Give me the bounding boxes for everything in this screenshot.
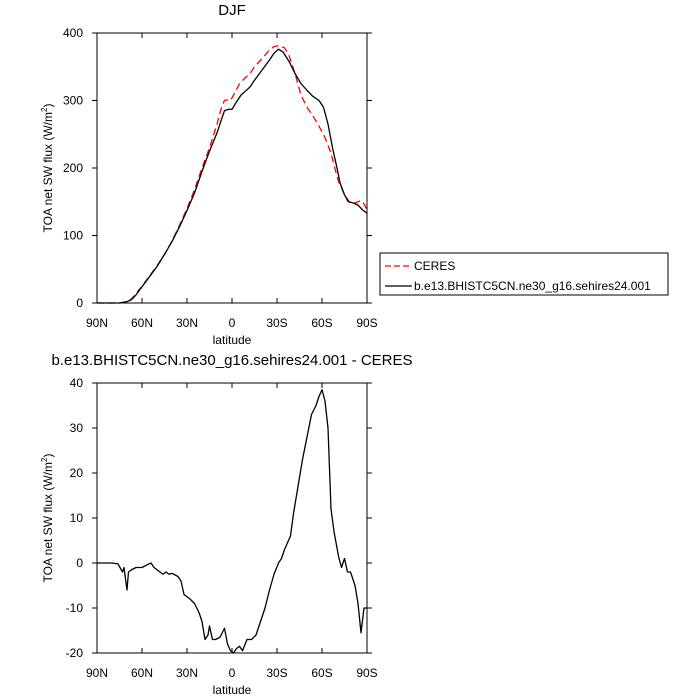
chart-title: DJF bbox=[218, 2, 246, 19]
y-tick-label: 200 bbox=[63, 161, 83, 175]
x-tick-label: 90N bbox=[86, 316, 108, 330]
y-axis-title-close: ) bbox=[41, 454, 55, 458]
legend-label: b.e13.BHISTC5CN.ne30_g16.sehires24.001 bbox=[414, 279, 651, 293]
legend: CERES b.e13.BHISTC5CN.ne30_g16.sehires24.… bbox=[379, 252, 669, 296]
y-tick-label: 0 bbox=[76, 556, 83, 570]
x-tick-label: 60N bbox=[131, 316, 153, 330]
plot-frame bbox=[96, 32, 368, 304]
y-axis-title: TOA net SW flux (W/m2) bbox=[40, 104, 55, 233]
y-axis-title-text: TOA net SW flux (W/m bbox=[41, 112, 55, 232]
y-axis-title-text: TOA net SW flux (W/m bbox=[41, 462, 55, 582]
y-tick-label: 0 bbox=[76, 296, 83, 310]
y-axis-title: TOA net SW flux (W/m2) bbox=[40, 454, 55, 583]
series-line-ceres bbox=[97, 45, 368, 304]
top-panel: DJF 90N 60N 30N 0 30S 60S 90S 0 100 200 300 400 latit… bbox=[40, 2, 669, 347]
y-tick-label: 400 bbox=[63, 26, 83, 40]
x-tick-label: 60S bbox=[311, 316, 332, 330]
series-line-difference bbox=[97, 389, 367, 654]
x-tick-label: 30S bbox=[266, 316, 287, 330]
y-tick-label: 20 bbox=[70, 466, 84, 480]
y-tick-label: 10 bbox=[70, 511, 84, 525]
chart-title: b.e13.BHISTC5CN.ne30_g16.sehires24.001 -… bbox=[51, 352, 412, 369]
x-tick-label: 60N bbox=[131, 666, 153, 680]
x-tick-label: 30S bbox=[266, 666, 287, 680]
x-tick-label: 60S bbox=[311, 666, 332, 680]
legend-box bbox=[379, 252, 669, 296]
x-tick-label: 90S bbox=[356, 316, 377, 330]
y-tick-label: 40 bbox=[70, 376, 84, 390]
y-axis-title-superscript: 2 bbox=[40, 107, 49, 112]
y-tick-label: -10 bbox=[66, 601, 84, 615]
y-tick-label: -20 bbox=[66, 646, 84, 660]
legend-label: CERES bbox=[414, 259, 455, 273]
x-tick-label: 0 bbox=[229, 316, 236, 330]
x-tick-label: 30N bbox=[176, 316, 198, 330]
y-tick-label: 100 bbox=[63, 229, 83, 243]
x-tick-label: 0 bbox=[229, 666, 236, 680]
y-tick-label: 30 bbox=[70, 421, 84, 435]
plot-frame bbox=[96, 382, 368, 654]
x-axis-title: latitude bbox=[213, 683, 252, 697]
y-axis-title-close: ) bbox=[41, 104, 55, 108]
x-tick-label: 90S bbox=[356, 666, 377, 680]
series-line-b-e13-bhistc5cn-ne30-g16-sehires24-001 bbox=[97, 48, 368, 304]
x-tick-label: 90N bbox=[86, 666, 108, 680]
bottom-panel: b.e13.BHISTC5CN.ne30_g16.sehires24.001 -… bbox=[40, 352, 413, 697]
x-axis-title: latitude bbox=[213, 333, 252, 347]
x-tick-label: 30N bbox=[176, 666, 198, 680]
y-tick-label: 300 bbox=[63, 94, 83, 108]
y-axis-title-superscript: 2 bbox=[40, 457, 49, 462]
